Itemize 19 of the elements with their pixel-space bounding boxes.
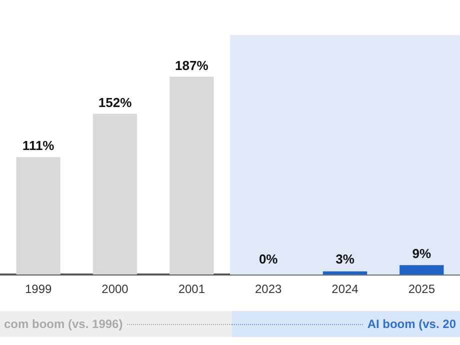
x-tick-label: 2000	[102, 282, 129, 296]
data-label: 111%	[22, 138, 55, 154]
data-label: 9%	[412, 246, 432, 262]
bar	[170, 76, 214, 275]
bar	[16, 157, 60, 275]
text: AI boom (vs. 20	[367, 317, 456, 331]
x-tick-label: 2024	[332, 282, 359, 296]
data-label: 0%	[258, 252, 278, 267]
data-label: 3%	[336, 252, 355, 267]
data-label: 187%	[175, 58, 209, 73]
x-tick-label: 2001	[178, 282, 206, 296]
x-tick-label: 2025	[408, 282, 436, 296]
x-tick-label: 1999	[24, 282, 52, 296]
bar	[92, 114, 138, 275]
bar	[322, 271, 368, 275]
data-label: 152%	[98, 94, 132, 110]
bar	[400, 265, 444, 275]
x-tick-label: 2023	[254, 282, 282, 296]
text: com boom (vs. 1996)	[4, 317, 123, 331]
